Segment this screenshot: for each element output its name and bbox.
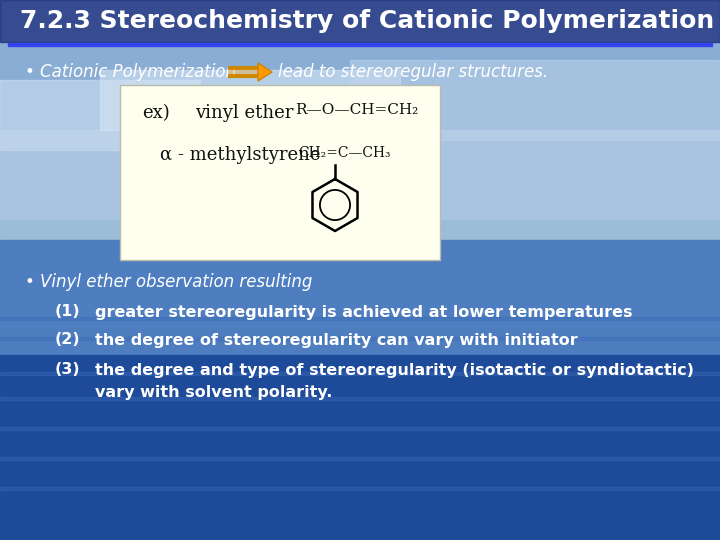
Text: (3): (3) [55, 362, 81, 377]
Text: • Vinyl ether observation resulting: • Vinyl ether observation resulting [25, 273, 312, 291]
Bar [0, 80, 200, 150]
Text: R—O—CH=CH₂: R—O—CH=CH₂ [295, 103, 418, 117]
Text: the degree of stereoregularity can vary with initiator: the degree of stereoregularity can vary … [95, 333, 577, 348]
Text: (2): (2) [55, 333, 81, 348]
Bar [0, 355, 720, 540]
Text: 7.2.3 Stereochemistry of Cationic Polymerization: 7.2.3 Stereochemistry of Cationic Polyme… [20, 9, 714, 33]
Text: vinyl ether: vinyl ether [195, 104, 293, 122]
Text: vary with solvent polarity.: vary with solvent polarity. [95, 384, 333, 400]
Text: (1): (1) [55, 305, 81, 320]
Bar [350, 60, 720, 140]
Bar [0, 317, 720, 320]
Bar [0, 130, 720, 230]
Bar [8, 43, 712, 46]
Bar [0, 0, 720, 42]
Bar [0, 427, 720, 430]
Bar [0, 220, 720, 260]
Bar [100, 70, 400, 130]
Bar [0, 372, 720, 375]
Bar [0, 337, 720, 340]
Bar [0, 240, 720, 360]
Bar [0, 397, 720, 400]
Bar [0, 0, 720, 160]
Text: the degree and type of stereoregularity (isotactic or syndiotactic): the degree and type of stereoregularity … [95, 362, 694, 377]
Polygon shape [258, 63, 272, 81]
Text: lead to stereoregular structures.: lead to stereoregular structures. [278, 63, 548, 81]
Text: greater stereoregularity is achieved at lower temperatures: greater stereoregularity is achieved at … [95, 305, 632, 320]
Text: CH₂=C—CH₃: CH₂=C—CH₃ [298, 146, 390, 160]
Bar [0, 487, 720, 490]
Text: α - methylstyrene: α - methylstyrene [160, 146, 320, 164]
FancyBboxPatch shape [120, 85, 440, 260]
Text: • Cationic Polymerization: • Cationic Polymerization [25, 63, 236, 81]
Text: ex): ex) [142, 104, 170, 122]
Bar [0, 457, 720, 460]
